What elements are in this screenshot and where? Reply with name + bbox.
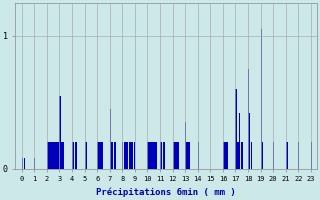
Bar	[130, 142, 131, 169]
Bar	[57, 142, 58, 169]
Bar	[58, 142, 59, 169]
Bar	[174, 142, 175, 169]
Bar	[47, 142, 48, 169]
Bar	[225, 142, 227, 169]
Bar	[129, 142, 130, 169]
Bar	[124, 142, 125, 169]
Bar	[111, 142, 112, 169]
Bar	[49, 142, 51, 169]
Bar	[126, 142, 127, 169]
Bar	[127, 142, 128, 169]
Bar	[54, 142, 56, 169]
Bar	[223, 142, 224, 169]
Bar	[34, 158, 36, 169]
Bar	[251, 142, 252, 169]
Bar	[72, 142, 73, 169]
Bar	[156, 142, 157, 169]
Bar	[56, 142, 57, 169]
Bar	[188, 142, 189, 169]
Bar	[63, 142, 64, 169]
Bar	[73, 142, 74, 169]
X-axis label: Précipitations 6min ( mm ): Précipitations 6min ( mm )	[96, 188, 236, 197]
Bar	[99, 142, 100, 169]
Bar	[273, 142, 274, 169]
Bar	[172, 142, 174, 169]
Bar	[86, 142, 87, 169]
Bar	[125, 142, 126, 169]
Bar	[122, 142, 124, 169]
Bar	[48, 142, 49, 169]
Bar	[161, 142, 163, 169]
Bar	[227, 142, 228, 169]
Bar	[131, 142, 132, 169]
Bar	[249, 113, 251, 169]
Bar	[237, 142, 238, 169]
Bar	[248, 69, 249, 169]
Bar	[114, 142, 115, 169]
Bar	[102, 142, 103, 169]
Bar	[224, 142, 225, 169]
Bar	[132, 142, 133, 169]
Bar	[97, 142, 98, 169]
Bar	[110, 109, 111, 169]
Bar	[160, 142, 161, 169]
Bar	[22, 158, 23, 169]
Bar	[115, 142, 116, 169]
Bar	[51, 142, 52, 169]
Bar	[311, 142, 312, 169]
Bar	[238, 142, 239, 169]
Bar	[134, 142, 135, 169]
Bar	[164, 142, 165, 169]
Bar	[149, 142, 150, 169]
Bar	[75, 142, 76, 169]
Bar	[163, 142, 164, 169]
Bar	[53, 142, 54, 169]
Bar	[61, 142, 62, 169]
Bar	[239, 113, 240, 169]
Bar	[62, 142, 63, 169]
Bar	[286, 142, 287, 169]
Bar	[187, 142, 188, 169]
Bar	[155, 142, 156, 169]
Bar	[101, 142, 102, 169]
Bar	[178, 142, 179, 169]
Bar	[185, 122, 186, 169]
Bar	[24, 158, 25, 169]
Bar	[52, 142, 53, 169]
Bar	[175, 142, 176, 169]
Bar	[154, 142, 155, 169]
Bar	[242, 142, 243, 169]
Bar	[153, 142, 154, 169]
Bar	[76, 142, 77, 169]
Bar	[176, 142, 178, 169]
Bar	[262, 142, 263, 169]
Bar	[189, 142, 190, 169]
Bar	[100, 142, 101, 169]
Bar	[150, 142, 151, 169]
Bar	[151, 142, 152, 169]
Bar	[112, 142, 113, 169]
Bar	[298, 142, 300, 169]
Bar	[260, 29, 262, 169]
Bar	[84, 142, 86, 169]
Bar	[198, 142, 199, 169]
Bar	[241, 142, 242, 169]
Bar	[287, 142, 288, 169]
